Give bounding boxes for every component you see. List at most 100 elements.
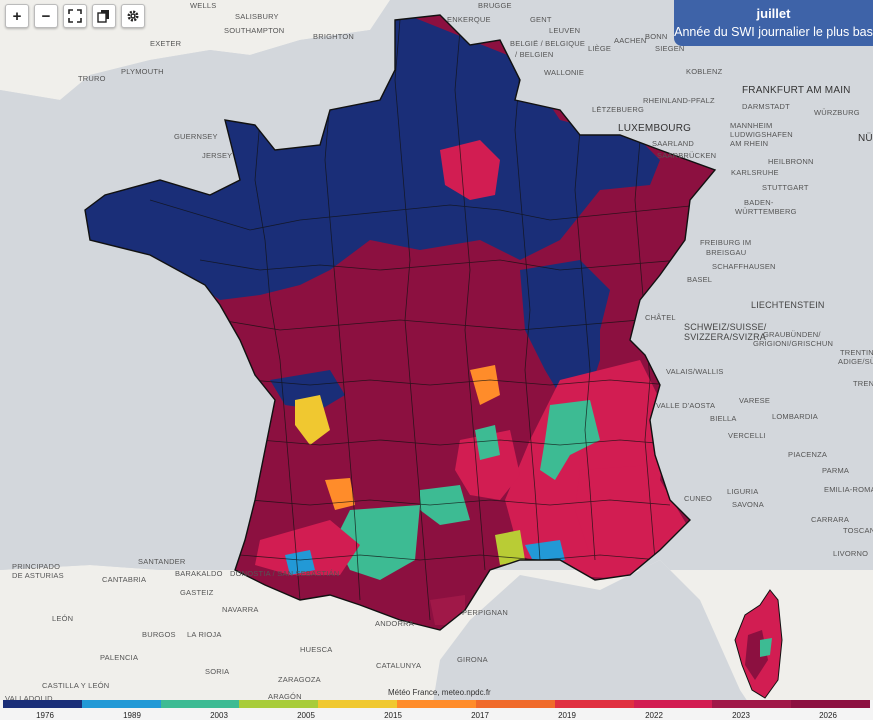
place-label: VALLE D'AOSTA [656, 401, 716, 410]
region-green-rhone [540, 400, 600, 480]
legend-tick-label: 2022 [645, 711, 663, 720]
sea-mediterranean [430, 560, 760, 720]
place-label: BASEL [687, 275, 713, 284]
dept-border [259, 439, 681, 446]
place-label: BIELLA [710, 414, 737, 423]
place-label: ZARAGOZA [278, 675, 321, 684]
fullscreen-button[interactable] [63, 4, 87, 28]
place-label: LIVORNO [833, 549, 869, 558]
layers-button[interactable] [92, 4, 116, 28]
region-yellow-languedoc [495, 530, 525, 565]
place-label: TRURO [78, 74, 106, 83]
place-label: EXETER [150, 39, 182, 48]
place-label: PERPIGNAN [462, 608, 508, 617]
place-label: VERCELLI [728, 431, 766, 440]
place-label: TOSCANA [843, 526, 873, 535]
place-label: CANTABRIA [102, 575, 147, 584]
color-legend: 1976 1989 2003 2005 2015 2017 2019 2022 2023 2026 [0, 700, 873, 720]
region-crimson-champagne [440, 140, 500, 200]
place-label: HEILBRONN [768, 157, 814, 166]
place-label: GASTEIZ [180, 588, 214, 597]
settings-button[interactable] [121, 4, 145, 28]
place-label: RHEINLAND-PFALZ [643, 96, 715, 105]
region-sky-pyrenees [285, 550, 315, 575]
dept-border [574, 129, 596, 561]
legend-swatch [397, 700, 476, 708]
place-label: LUXEMBOURG [618, 123, 692, 134]
place-label: GENT [530, 15, 552, 24]
place-label: DE ASTURIAS [12, 571, 64, 580]
place-label: WÜRZBURG [814, 108, 860, 117]
place-label: GUERNSEY [174, 132, 218, 141]
place-label: LUDWIGSHAFEN [730, 130, 793, 139]
france-border [84, 14, 717, 631]
legend-tick-label: 2003 [210, 711, 228, 720]
legend-swatch [791, 700, 870, 708]
place-label: LËTZEBUERG [592, 105, 645, 114]
place-label: SIEGEN [655, 44, 685, 53]
place-label: DONOSTIA / SAN SEBASTIÁN [230, 569, 340, 578]
region-crimson-massif [455, 430, 520, 500]
place-label: LIÈGE [588, 44, 612, 53]
legend-tick-label: 2019 [558, 711, 576, 720]
fullscreen-icon [68, 9, 82, 23]
place-label: EMILIA-ROMAGNA [824, 485, 873, 494]
place-label: KOBLENZ [686, 67, 723, 76]
info-subtitle: Année du SWI journalier le plus bas [674, 25, 873, 39]
legend-swatch [712, 700, 792, 708]
legend-swatch [475, 700, 555, 708]
place-label: / BELGIEN [515, 50, 554, 59]
region-blue-charente [270, 370, 345, 410]
place-label: WÜRTTEMBERG [735, 207, 797, 216]
place-label: TREN [853, 379, 873, 388]
dept-border [324, 99, 361, 601]
legend-tick-label: 2026 [819, 711, 837, 720]
place-label: STUTTGART [762, 183, 809, 192]
place-label: BARAKALDO [175, 569, 223, 578]
legend-swatch [81, 700, 161, 708]
place-label: AACHEN [614, 36, 647, 45]
place-label: TRENTINO- [840, 348, 873, 357]
place-label: SAARBRÜCKEN [657, 151, 717, 160]
place-label: LIGURIA [727, 487, 759, 496]
region-blue-burgundy [520, 260, 610, 395]
region-yellow-bordeaux [295, 395, 330, 445]
legend-swatch [318, 700, 398, 708]
legend-tick-label: 1976 [36, 711, 54, 720]
gear-icon [127, 10, 139, 22]
region-blue-north [85, 15, 660, 300]
place-label: PLYMOUTH [121, 67, 164, 76]
legend-swatch [239, 700, 319, 708]
sea-atlantic [0, 20, 395, 570]
place-label: CASTILLA Y LEÓN [42, 681, 110, 690]
place-label: FREIBURG IM [700, 238, 752, 247]
place-label: NÜ [858, 133, 873, 144]
legend-swatch [554, 700, 634, 708]
place-label: BADEN- [744, 198, 774, 207]
dept-border [514, 69, 541, 561]
dept-border [239, 554, 661, 561]
info-title: juillet [756, 6, 791, 21]
place-label: MANNHEIM [730, 121, 773, 130]
place-label: LIECHTENSTEIN [751, 300, 825, 310]
place-label: PALENCIA [100, 653, 139, 662]
place-label: CHÂTEL [645, 313, 676, 322]
layers-icon [97, 10, 109, 23]
legend-color-bar [3, 700, 870, 708]
region-crimson-southwest [255, 520, 360, 575]
place-label: FRANKFURT AM MAIN [742, 85, 851, 96]
place-label: PRINCIPADO [12, 562, 61, 571]
place-label: JERSEY [202, 151, 233, 160]
place-label: ANDORRA [375, 619, 414, 628]
zoom-out-button[interactable]: − [34, 4, 58, 28]
zoom-in-button[interactable]: + [5, 4, 29, 28]
place-label: HUESCA [300, 645, 333, 654]
place-label: BURGOS [142, 630, 176, 639]
legend-tick-label: 2017 [471, 711, 489, 720]
place-label: ADIGE/SÜD [838, 357, 873, 366]
legend-tick-label: 2005 [297, 711, 315, 720]
place-label: BREISGAU [706, 248, 747, 257]
place-label: SVIZZERA/SVIZRA [684, 332, 767, 342]
place-label: SCHAFFHAUSEN [712, 262, 776, 271]
